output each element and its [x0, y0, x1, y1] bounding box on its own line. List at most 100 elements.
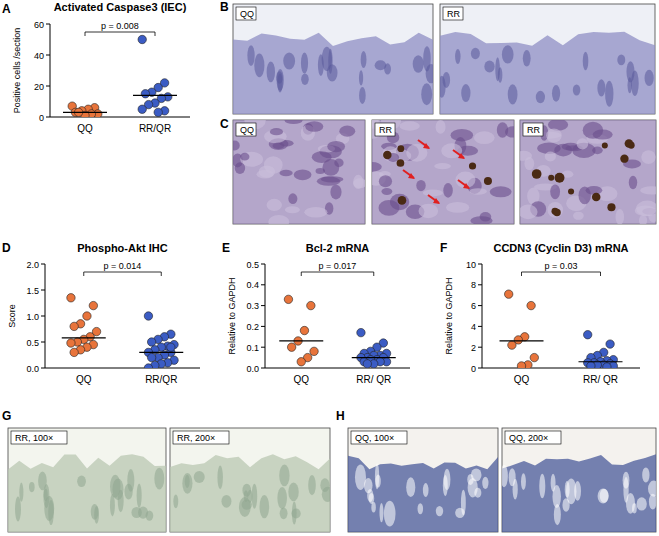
data-point [147, 353, 155, 361]
data-point [70, 322, 78, 330]
cell [268, 215, 289, 224]
cell [327, 141, 345, 152]
crypt [292, 502, 297, 525]
y-tick [478, 284, 482, 285]
cell [267, 199, 282, 211]
chart: FCCDN3 (Cyclin D3) mRNARelative to GAPDH… [440, 241, 640, 385]
cell [573, 212, 584, 220]
median-line [279, 340, 323, 341]
data-point [587, 362, 595, 368]
crypt [254, 54, 264, 78]
crypt [421, 83, 432, 105]
image-frame [8, 428, 166, 532]
crypt [182, 473, 192, 494]
cell [455, 171, 475, 188]
y-axis-label: Score [7, 304, 17, 328]
y-tick-label: 0.5 [246, 260, 259, 270]
crypt [48, 500, 54, 525]
y-tick-label: 0.0 [246, 364, 259, 374]
cell [381, 188, 392, 195]
image-label-box [236, 7, 256, 20]
cell [304, 207, 327, 218]
crypt [217, 465, 222, 489]
y-tick [41, 368, 45, 369]
crypt [260, 495, 270, 518]
cell [270, 128, 283, 135]
crypt [137, 483, 142, 507]
crypt [375, 60, 387, 70]
data-point [584, 331, 592, 339]
y-axis [265, 264, 266, 368]
cell [520, 205, 538, 220]
data-point [297, 358, 305, 366]
crypt [19, 483, 23, 502]
image-label: QQ, 200× [509, 433, 548, 443]
data-point [357, 328, 365, 336]
stained-cell [620, 154, 628, 162]
y-tick-label: 0.3 [246, 301, 259, 311]
crypt [29, 482, 35, 492]
cell [259, 165, 276, 177]
cell [233, 141, 240, 151]
chart: DPhospho-Akt IHCScore0.00.51.01.52.0QQRR… [2, 241, 200, 385]
cell [436, 120, 446, 134]
crypt [43, 484, 49, 508]
bracket [84, 272, 162, 276]
data-point [284, 295, 292, 303]
data-point [70, 348, 78, 356]
cell [279, 170, 292, 176]
image-content [348, 456, 498, 532]
crypt [413, 55, 424, 73]
crypt [502, 465, 508, 488]
tissue [233, 33, 433, 114]
y-tick-label: 20 [34, 82, 44, 92]
data-point [154, 108, 162, 116]
arrow [418, 140, 429, 148]
stained-cell [568, 188, 574, 194]
marks [500, 290, 623, 368]
image-label-box [375, 123, 395, 136]
cell [273, 142, 285, 149]
annotation: p = 0.017 [319, 261, 357, 271]
y-tick-label: 4 [471, 322, 476, 332]
image-frame [348, 428, 498, 532]
crypt [443, 72, 451, 88]
cell [321, 176, 344, 182]
stained-cell [484, 177, 492, 185]
y-tick [261, 284, 265, 285]
crypt [322, 47, 332, 71]
chart: AActivated Caspase3 (IEC)Positive cells … [2, 1, 190, 134]
cell [636, 201, 656, 217]
image-label: QQ [240, 9, 254, 19]
crypt [649, 494, 656, 510]
arrow-head [423, 143, 430, 149]
data-point [603, 363, 611, 368]
image-content [372, 120, 514, 224]
panel-label: E [222, 241, 230, 255]
cell [285, 206, 300, 213]
crypt [513, 479, 518, 500]
image-content [520, 120, 656, 224]
image-content [233, 120, 365, 224]
y-tick-label: 2 [471, 343, 476, 353]
image-label: RR, 200× [177, 433, 215, 443]
y-tick [478, 264, 482, 265]
y-tick-label: 0.1 [246, 343, 259, 353]
y-tick [261, 326, 265, 327]
y-tick [41, 342, 45, 343]
crypt [406, 477, 415, 497]
crypt [536, 91, 545, 103]
x-tick-label: RR/ QR [583, 374, 618, 385]
image-content [502, 454, 656, 532]
stained-cell [532, 169, 542, 179]
tissue [372, 120, 514, 224]
image-content [170, 454, 330, 532]
y-tick-label: 0.5 [26, 338, 39, 348]
crypt [277, 69, 284, 91]
median-line [579, 361, 623, 362]
stained-cell [548, 175, 554, 181]
x-axis [265, 368, 410, 369]
cell [240, 153, 249, 161]
crypt [423, 483, 429, 497]
panel-label: C [220, 117, 229, 131]
